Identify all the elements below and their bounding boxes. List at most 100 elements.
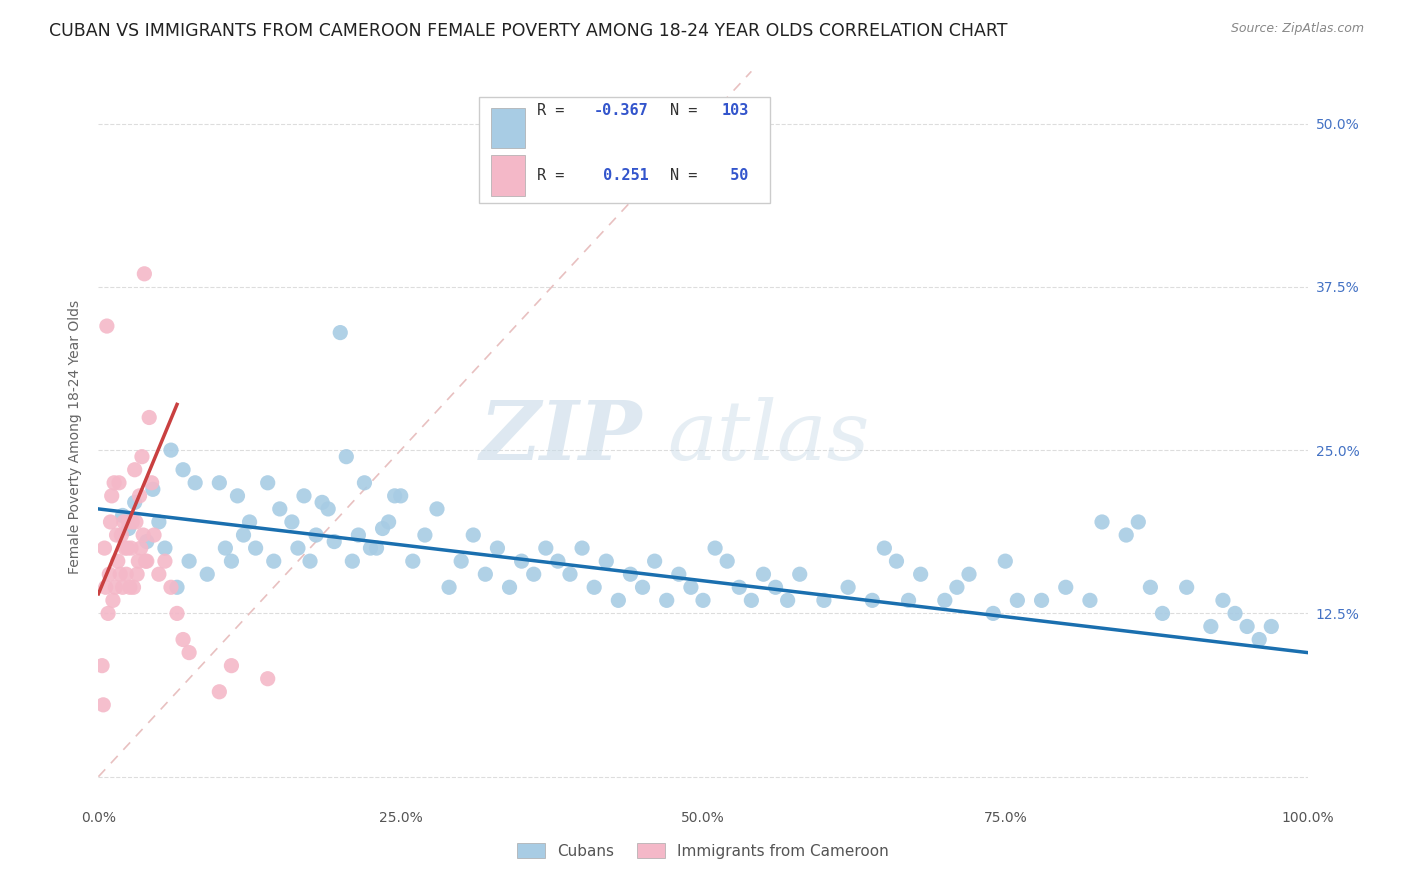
Point: [232, 528, 254, 542]
Point: [135, 554, 157, 568]
Point: [437, 580, 460, 594]
Point: [1212, 593, 1234, 607]
Point: [93, 541, 115, 555]
Point: [692, 593, 714, 607]
Point: [281, 515, 304, 529]
Point: [342, 554, 364, 568]
Point: [111, 580, 134, 594]
Text: Source: ZipAtlas.com: Source: ZipAtlas.com: [1230, 22, 1364, 36]
Point: [371, 521, 394, 535]
Point: [776, 593, 799, 607]
Point: [299, 554, 322, 568]
Point: [125, 515, 148, 529]
Point: [360, 541, 382, 555]
Point: [221, 658, 243, 673]
Point: [752, 567, 775, 582]
Text: 103: 103: [721, 103, 748, 119]
Point: [994, 554, 1017, 568]
Text: R =: R =: [537, 168, 583, 183]
Point: [179, 646, 201, 660]
Point: [124, 463, 146, 477]
Point: [129, 541, 152, 555]
Point: [287, 541, 309, 555]
Point: [131, 450, 153, 464]
Point: [100, 515, 122, 529]
Point: [91, 658, 114, 673]
Point: [138, 410, 160, 425]
Point: [195, 567, 218, 582]
Point: [1223, 607, 1246, 621]
Point: [486, 541, 509, 555]
Point: [316, 502, 339, 516]
Point: [121, 515, 143, 529]
Point: [413, 528, 436, 542]
Text: ZIP: ZIP: [479, 397, 643, 477]
Text: -0.367: -0.367: [595, 103, 650, 119]
Point: [619, 567, 641, 582]
Point: [127, 567, 149, 582]
Point: [110, 528, 132, 542]
Text: 50: 50: [721, 168, 748, 183]
Point: [269, 502, 291, 516]
Point: [311, 495, 333, 509]
Point: [571, 541, 593, 555]
Point: [1115, 528, 1137, 542]
Point: [214, 541, 236, 555]
Point: [679, 580, 702, 594]
Point: [245, 541, 267, 555]
Point: [100, 489, 122, 503]
Point: [474, 567, 496, 582]
Point: [384, 489, 406, 503]
Point: [142, 483, 165, 497]
Point: [148, 515, 170, 529]
Point: [426, 502, 449, 516]
Point: [172, 632, 194, 647]
Point: [166, 607, 188, 621]
Point: [813, 593, 835, 607]
Point: [547, 554, 569, 568]
Point: [1128, 515, 1150, 529]
Point: [498, 580, 520, 594]
Point: [98, 567, 121, 582]
Point: [1139, 580, 1161, 594]
Point: [323, 534, 346, 549]
Point: [263, 554, 285, 568]
Point: [107, 554, 129, 568]
Point: [118, 515, 141, 529]
Point: [128, 489, 150, 503]
Point: [789, 567, 811, 582]
Point: [111, 508, 134, 523]
Point: [329, 326, 352, 340]
Point: [256, 672, 278, 686]
Point: [765, 580, 787, 594]
Point: [97, 607, 120, 621]
Point: [114, 541, 136, 555]
Point: [837, 580, 859, 594]
Point: [292, 489, 315, 503]
Text: N =: N =: [671, 168, 716, 183]
Point: [897, 593, 920, 607]
FancyBboxPatch shape: [492, 155, 526, 195]
Text: 0.251: 0.251: [595, 168, 650, 183]
Point: [1152, 607, 1174, 621]
Point: [104, 580, 127, 594]
Point: [115, 567, 138, 582]
Point: [94, 580, 117, 594]
Point: [208, 475, 231, 490]
Point: [135, 554, 157, 568]
Point: [389, 489, 412, 503]
Point: [716, 554, 738, 568]
Point: [103, 475, 125, 490]
Point: [256, 475, 278, 490]
Point: [934, 593, 956, 607]
Point: [631, 580, 654, 594]
Point: [1031, 593, 1053, 607]
Point: [105, 528, 128, 542]
Point: [377, 515, 399, 529]
Point: [148, 567, 170, 582]
Point: [239, 515, 262, 529]
Point: [860, 593, 883, 607]
FancyBboxPatch shape: [492, 108, 526, 148]
Point: [886, 554, 908, 568]
Point: [153, 554, 176, 568]
